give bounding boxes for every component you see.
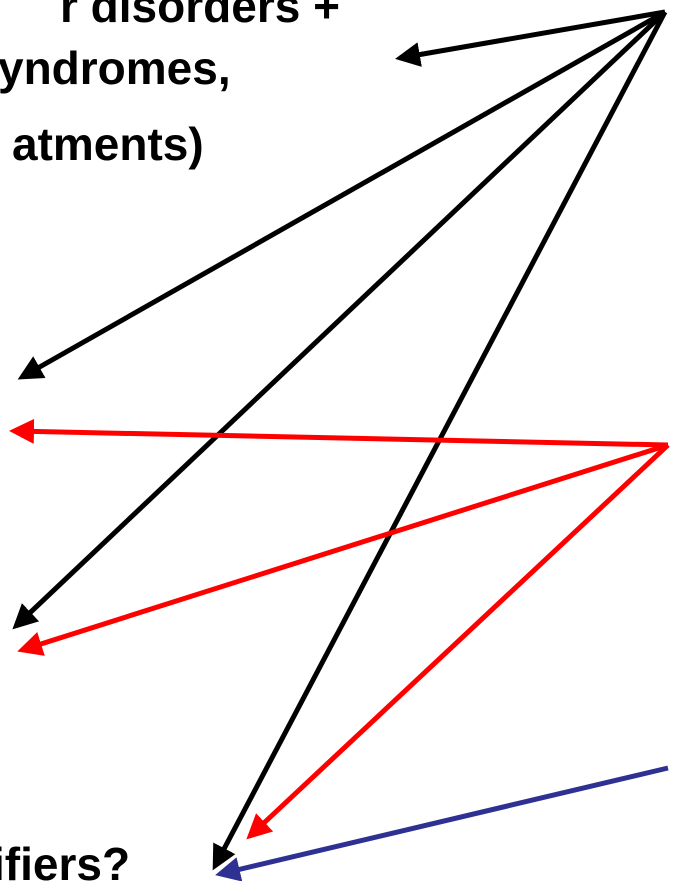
red-arrow-to-left-middle: [17, 442, 669, 656]
arrow-to-left-middle: [12, 10, 667, 630]
arrow-to-syndromes: [395, 9, 666, 67]
slide-text-treatments: atments): [12, 118, 204, 170]
slide-text-disorders: r disorders +: [60, 0, 340, 32]
arrow-to-left-upper: [17, 9, 667, 380]
red-arrow-to-specifiers: [246, 443, 670, 840]
red-arrow-to-left-upper: [9, 418, 669, 448]
slide-text-syndromes: yndromes,: [0, 42, 231, 94]
blue-arrow-to-specifiers: [215, 765, 669, 881]
